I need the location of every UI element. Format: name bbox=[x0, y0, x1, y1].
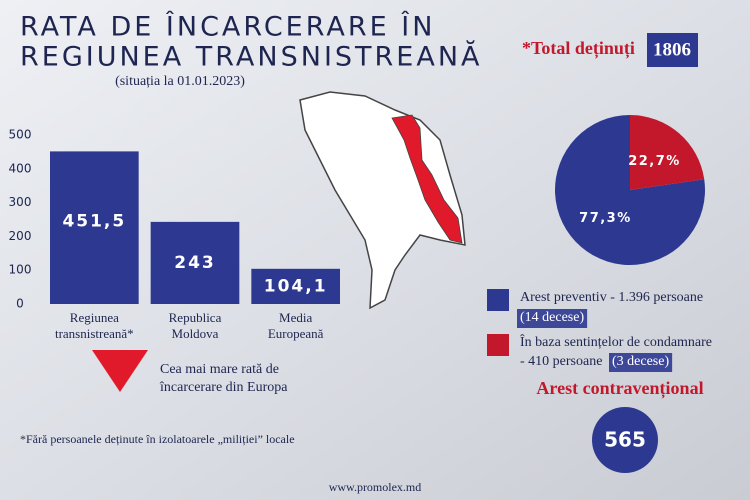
map-note-icon bbox=[92, 350, 148, 392]
total-label: *Total deținuți bbox=[522, 38, 635, 59]
subtitle: (situația la 01.01.2023) bbox=[115, 74, 245, 89]
value-label: 77,3% bbox=[579, 211, 632, 226]
y-tick-label: 100 bbox=[9, 263, 32, 277]
bar bbox=[50, 151, 139, 304]
arrest-label: Arest contravențional bbox=[536, 378, 703, 399]
title: RATA DE ÎNCARCERARE ÎN bbox=[20, 11, 435, 43]
x-tick-label: Republica Moldova bbox=[169, 310, 222, 341]
x-tick-label: Regiunea transnistreană* bbox=[55, 310, 134, 341]
legend-note: (14 decese) bbox=[520, 310, 584, 325]
map bbox=[299, 91, 466, 310]
legend-label: În baza sentințelor de condamnare - 410 p… bbox=[520, 333, 712, 369]
value-label: 451,5 bbox=[62, 211, 126, 231]
x-tick-label: Media Europeană bbox=[268, 310, 324, 341]
value-label: 104,1 bbox=[264, 276, 328, 296]
legend-swatch bbox=[487, 334, 509, 356]
legend-note: (3 decese) bbox=[612, 354, 669, 369]
total-value: 1806 bbox=[653, 39, 691, 60]
y-tick-label: 200 bbox=[9, 229, 32, 243]
y-tick-label: 0 bbox=[16, 297, 24, 311]
value-label: 22,7% bbox=[628, 154, 681, 169]
y-tick-label: 300 bbox=[9, 195, 32, 209]
arrest-value: 565 bbox=[604, 428, 646, 452]
legend-swatch bbox=[487, 289, 509, 311]
total-box bbox=[647, 33, 698, 67]
bar bbox=[251, 268, 340, 304]
footnote: *Fără persoanele deținute în izolatoarel… bbox=[20, 432, 295, 446]
legend-note-box bbox=[517, 309, 588, 328]
legend-note-box bbox=[609, 353, 673, 372]
map-note: Cea mai mare rată de încarcerare din Euro… bbox=[159, 362, 288, 395]
pie-slice bbox=[630, 115, 705, 190]
title: REGIUNEA TRANSNISTREANĂ bbox=[20, 40, 483, 73]
legend-label: Arest preventiv - 1.396 persoane bbox=[520, 290, 703, 305]
arrest-circle bbox=[592, 407, 658, 473]
y-tick-label: 500 bbox=[9, 128, 32, 142]
y-tick-label: 400 bbox=[9, 161, 32, 175]
bar bbox=[150, 221, 240, 304]
value-label: 243 bbox=[174, 253, 216, 273]
website: www.promolex.md bbox=[329, 480, 422, 494]
